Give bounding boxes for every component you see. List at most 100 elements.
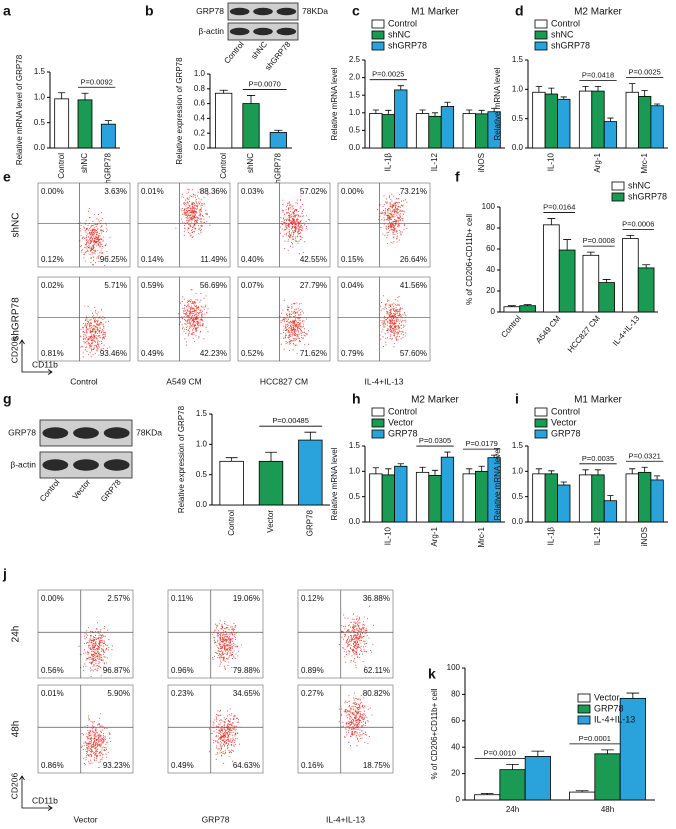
- y-tick-label: 0.5: [34, 118, 46, 127]
- quadrant-percent: 0.40%: [241, 255, 264, 264]
- error-bar: [654, 475, 661, 480]
- error-bar: [586, 251, 595, 256]
- error-bar-line: [274, 129, 283, 133]
- error-bar-line: [466, 109, 473, 114]
- error-bar-line: [654, 103, 661, 106]
- quadrant-percent: 57.60%: [400, 349, 427, 358]
- y-axis-label: Relative mRNA level of GRP78: [15, 54, 24, 165]
- x-tick-label: IL-4+IL-13: [611, 313, 642, 347]
- p-value: P=0.0179: [466, 439, 498, 448]
- blot-band: [42, 427, 69, 439]
- error-bar-line: [444, 101, 451, 107]
- quadrant-percent: 0.03%: [241, 187, 264, 196]
- quadrant-percent: 0.23%: [171, 689, 194, 698]
- quadrant-percent: 0.79%: [341, 349, 364, 358]
- panel-letter: i: [515, 391, 519, 407]
- error-bar: [419, 109, 426, 114]
- quadrant-percent: 0.52%: [241, 349, 264, 358]
- x-axis-label: CD11b: [32, 359, 58, 369]
- error-bar: [431, 469, 439, 476]
- x-tick-label: shNC: [80, 153, 89, 173]
- event-cloud: [80, 305, 111, 358]
- error-bar-line: [397, 85, 404, 90]
- error-bar: [560, 96, 567, 100]
- bar: [603, 500, 618, 523]
- error-bar-line: [58, 92, 66, 99]
- bar: [524, 756, 551, 801]
- y-axis-label: % of CD206+CD11b+ cell: [430, 688, 439, 779]
- quadrant-percent: 0.11%: [171, 594, 193, 603]
- error-bar: [535, 468, 542, 474]
- error-bar-line: [607, 495, 614, 501]
- panel-letter: k: [428, 666, 436, 682]
- quadrant-percent: 93.23%: [103, 761, 130, 770]
- error-bar: [431, 112, 439, 117]
- bar: [415, 113, 430, 149]
- band-label: GRP78: [8, 427, 36, 437]
- quadrant-percent: 0.56%: [41, 666, 64, 675]
- legend-swatch: [534, 429, 548, 439]
- bar: [298, 439, 323, 506]
- p-value: P=0.0025: [372, 70, 404, 79]
- flow-plot-frame: [337, 276, 431, 362]
- error-bar: [582, 86, 589, 92]
- panel-letter: f: [455, 169, 460, 185]
- quadrant-percent: 64.63%: [233, 761, 260, 770]
- bar: [428, 115, 442, 149]
- error-bar-line: [594, 86, 602, 92]
- legend-swatch: [611, 192, 625, 202]
- quadrant-percent: 0.81%: [41, 349, 64, 358]
- event-cloud: [338, 605, 374, 668]
- y-tick-label: 0.5: [349, 126, 361, 135]
- x-tick-label: IL-10: [546, 152, 555, 171]
- quadrant-percent: 19.06%: [233, 594, 260, 603]
- blot-band: [229, 27, 250, 36]
- y-tick-label: 100: [482, 202, 496, 211]
- quadrant-percent: 0.01%: [141, 187, 164, 196]
- error-bar: [444, 101, 451, 107]
- bar: [598, 282, 615, 313]
- legend-label: Vector: [388, 417, 414, 427]
- error-bar: [372, 467, 379, 474]
- error-bar-line: [491, 454, 498, 458]
- bar: [625, 91, 639, 149]
- panel-letter: c: [352, 3, 360, 19]
- error-bar-line: [629, 468, 636, 474]
- x-tick-label: Control: [227, 510, 236, 536]
- error-bar: [641, 466, 648, 473]
- quadrant-percent: 0.00%: [41, 187, 64, 196]
- legend-label: Control: [551, 18, 580, 28]
- blot-band: [229, 7, 250, 16]
- event-cloud: [175, 188, 211, 238]
- error-bar: [265, 451, 277, 462]
- error-bar-line: [575, 790, 589, 793]
- quadrant-gate: [338, 277, 430, 361]
- y-tick-label: 1.5: [349, 441, 361, 450]
- error-bar-line: [246, 95, 256, 104]
- error-bar: [629, 83, 636, 93]
- error-bar: [246, 95, 256, 104]
- quadrant-percent: 11.49%: [200, 255, 227, 264]
- error-bar: [385, 468, 392, 475]
- error-bar-line: [602, 279, 611, 283]
- error-bar: [491, 107, 498, 112]
- bar: [650, 105, 664, 149]
- flow-plot-frame: [337, 182, 431, 268]
- quadrant-gate: [238, 277, 330, 361]
- legend-label: shNC: [628, 180, 651, 190]
- bar: [428, 474, 442, 523]
- y-tick-label: 0.2: [194, 128, 206, 137]
- quadrant-percent: 0.12%: [41, 255, 64, 264]
- y-tick-label: 40: [486, 265, 495, 274]
- band-label: GRP78: [196, 6, 224, 16]
- error-bar: [607, 495, 614, 501]
- column-label: IL-4+IL-13: [365, 376, 404, 386]
- quadrant-percent: 0.49%: [171, 761, 194, 770]
- y-tick-label: 2.5: [349, 55, 361, 64]
- error-bar: [419, 466, 426, 473]
- quadrant-gate: [38, 590, 133, 678]
- error-bar: [58, 92, 66, 99]
- x-tick-label: IL-12: [593, 526, 602, 545]
- bar: [258, 460, 284, 506]
